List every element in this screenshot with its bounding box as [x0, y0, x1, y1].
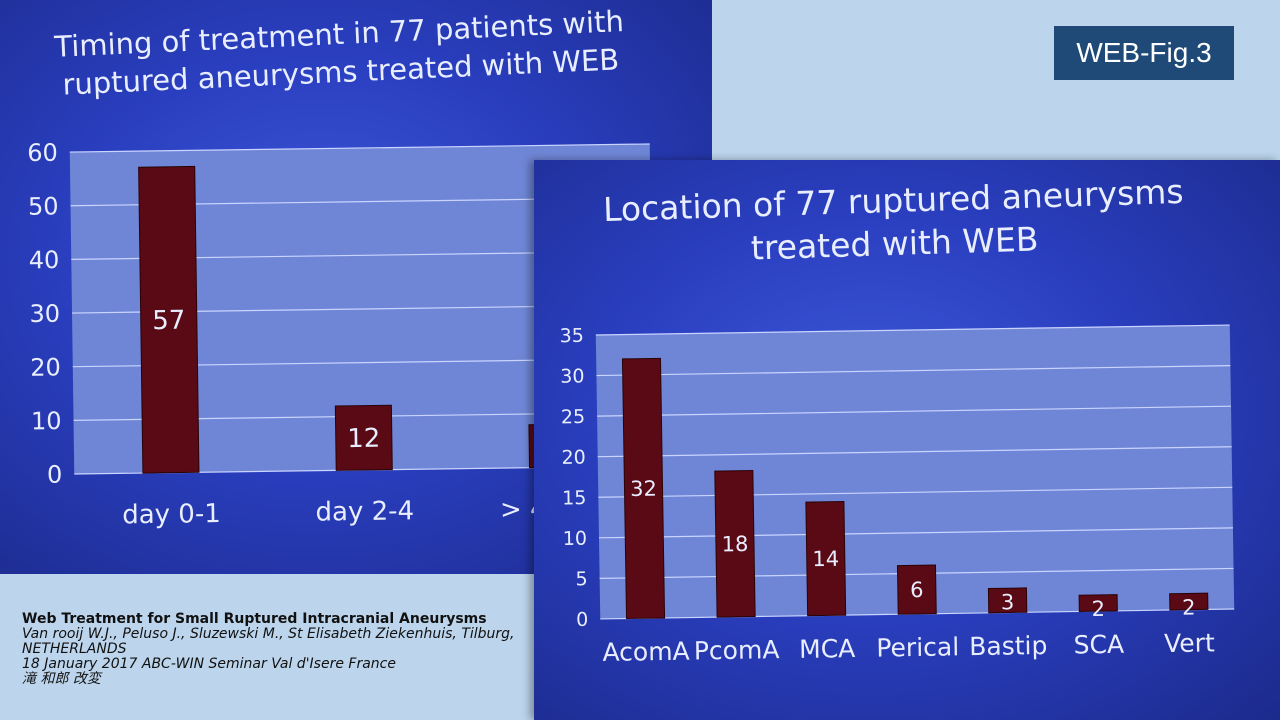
- timing-gridline: [69, 143, 650, 153]
- location-data-label: 32: [630, 477, 657, 501]
- location-data-label: 6: [910, 578, 924, 602]
- location-plot-area: [595, 325, 1235, 619]
- location-bar: [1169, 592, 1209, 611]
- location-category-label: SCA: [1073, 630, 1124, 660]
- timing-ytick-label: 10: [31, 407, 62, 435]
- timing-data-label: 12: [347, 424, 381, 454]
- location-data-label: 2: [1091, 597, 1105, 621]
- figure-badge: WEB-Fig.3: [1054, 26, 1234, 80]
- location-gridline: [598, 486, 1233, 498]
- location-bar: [621, 357, 666, 620]
- location-bar: [1078, 594, 1118, 612]
- location-chart-slide: Location of 77 ruptured aneurysms treate…: [534, 160, 1280, 720]
- location-data-label: 14: [812, 547, 839, 571]
- location-ytick-label: 30: [560, 365, 585, 387]
- citation-caption: Web Treatment for Small Ruptured Intracr…: [22, 612, 532, 687]
- location-bar: [714, 469, 756, 618]
- location-data-label: 18: [721, 532, 748, 556]
- location-gridline: [597, 405, 1232, 417]
- location-category-label: Vert: [1164, 628, 1215, 658]
- location-ytick-label: 25: [561, 406, 586, 428]
- location-ytick-label: 0: [576, 609, 588, 631]
- timing-category-label: day 0-1: [122, 499, 221, 530]
- location-gridline: [598, 527, 1233, 539]
- location-category-label: AcomA: [602, 637, 690, 667]
- location-category-label: Perical: [876, 632, 959, 662]
- caption-note: 滝 和郎 改変: [22, 671, 101, 687]
- location-gridline: [596, 365, 1231, 377]
- timing-ytick-label: 30: [29, 300, 60, 328]
- location-bar-chart: 0510152025303532AcomA18PcomA14MCA6Perica…: [559, 324, 1235, 667]
- location-data-label: 2: [1182, 595, 1196, 619]
- timing-ytick-label: 50: [28, 192, 59, 220]
- timing-bar: [334, 404, 393, 471]
- timing-ytick-label: 40: [29, 246, 60, 274]
- location-bar: [987, 587, 1028, 614]
- location-ytick-label: 5: [575, 568, 587, 590]
- location-category-label: Bastip: [969, 631, 1048, 661]
- location-ytick-label: 15: [562, 487, 587, 509]
- location-gridline: [597, 446, 1232, 458]
- location-bar: [805, 501, 847, 617]
- timing-ytick-label: 0: [47, 461, 63, 489]
- timing-ytick-label: 60: [27, 139, 58, 167]
- timing-data-label: 57: [152, 306, 186, 336]
- caption-title: Web Treatment for Small Ruptured Intracr…: [22, 611, 487, 627]
- location-category-label: PcomA: [694, 635, 780, 665]
- timing-ytick-label: 20: [30, 353, 61, 381]
- location-gridline: [595, 324, 1230, 336]
- location-ytick-label: 35: [559, 325, 584, 347]
- location-ytick-label: 10: [563, 528, 588, 550]
- caption-authors: Van rooij W.J., Peluso J., Sluzewski M.,…: [22, 626, 515, 657]
- caption-event: 18 January 2017 ABC-WIN Seminar Val d'Is…: [22, 656, 396, 672]
- timing-category-label: day 2-4: [315, 496, 414, 527]
- location-category-label: MCA: [799, 634, 856, 664]
- location-bar: [896, 564, 937, 615]
- location-plot-group: 0510152025303532AcomA18PcomA14MCA6Perica…: [559, 324, 1235, 667]
- location-ytick-label: 20: [561, 447, 586, 469]
- timing-bar: [138, 165, 200, 474]
- location-data-label: 3: [1001, 590, 1015, 614]
